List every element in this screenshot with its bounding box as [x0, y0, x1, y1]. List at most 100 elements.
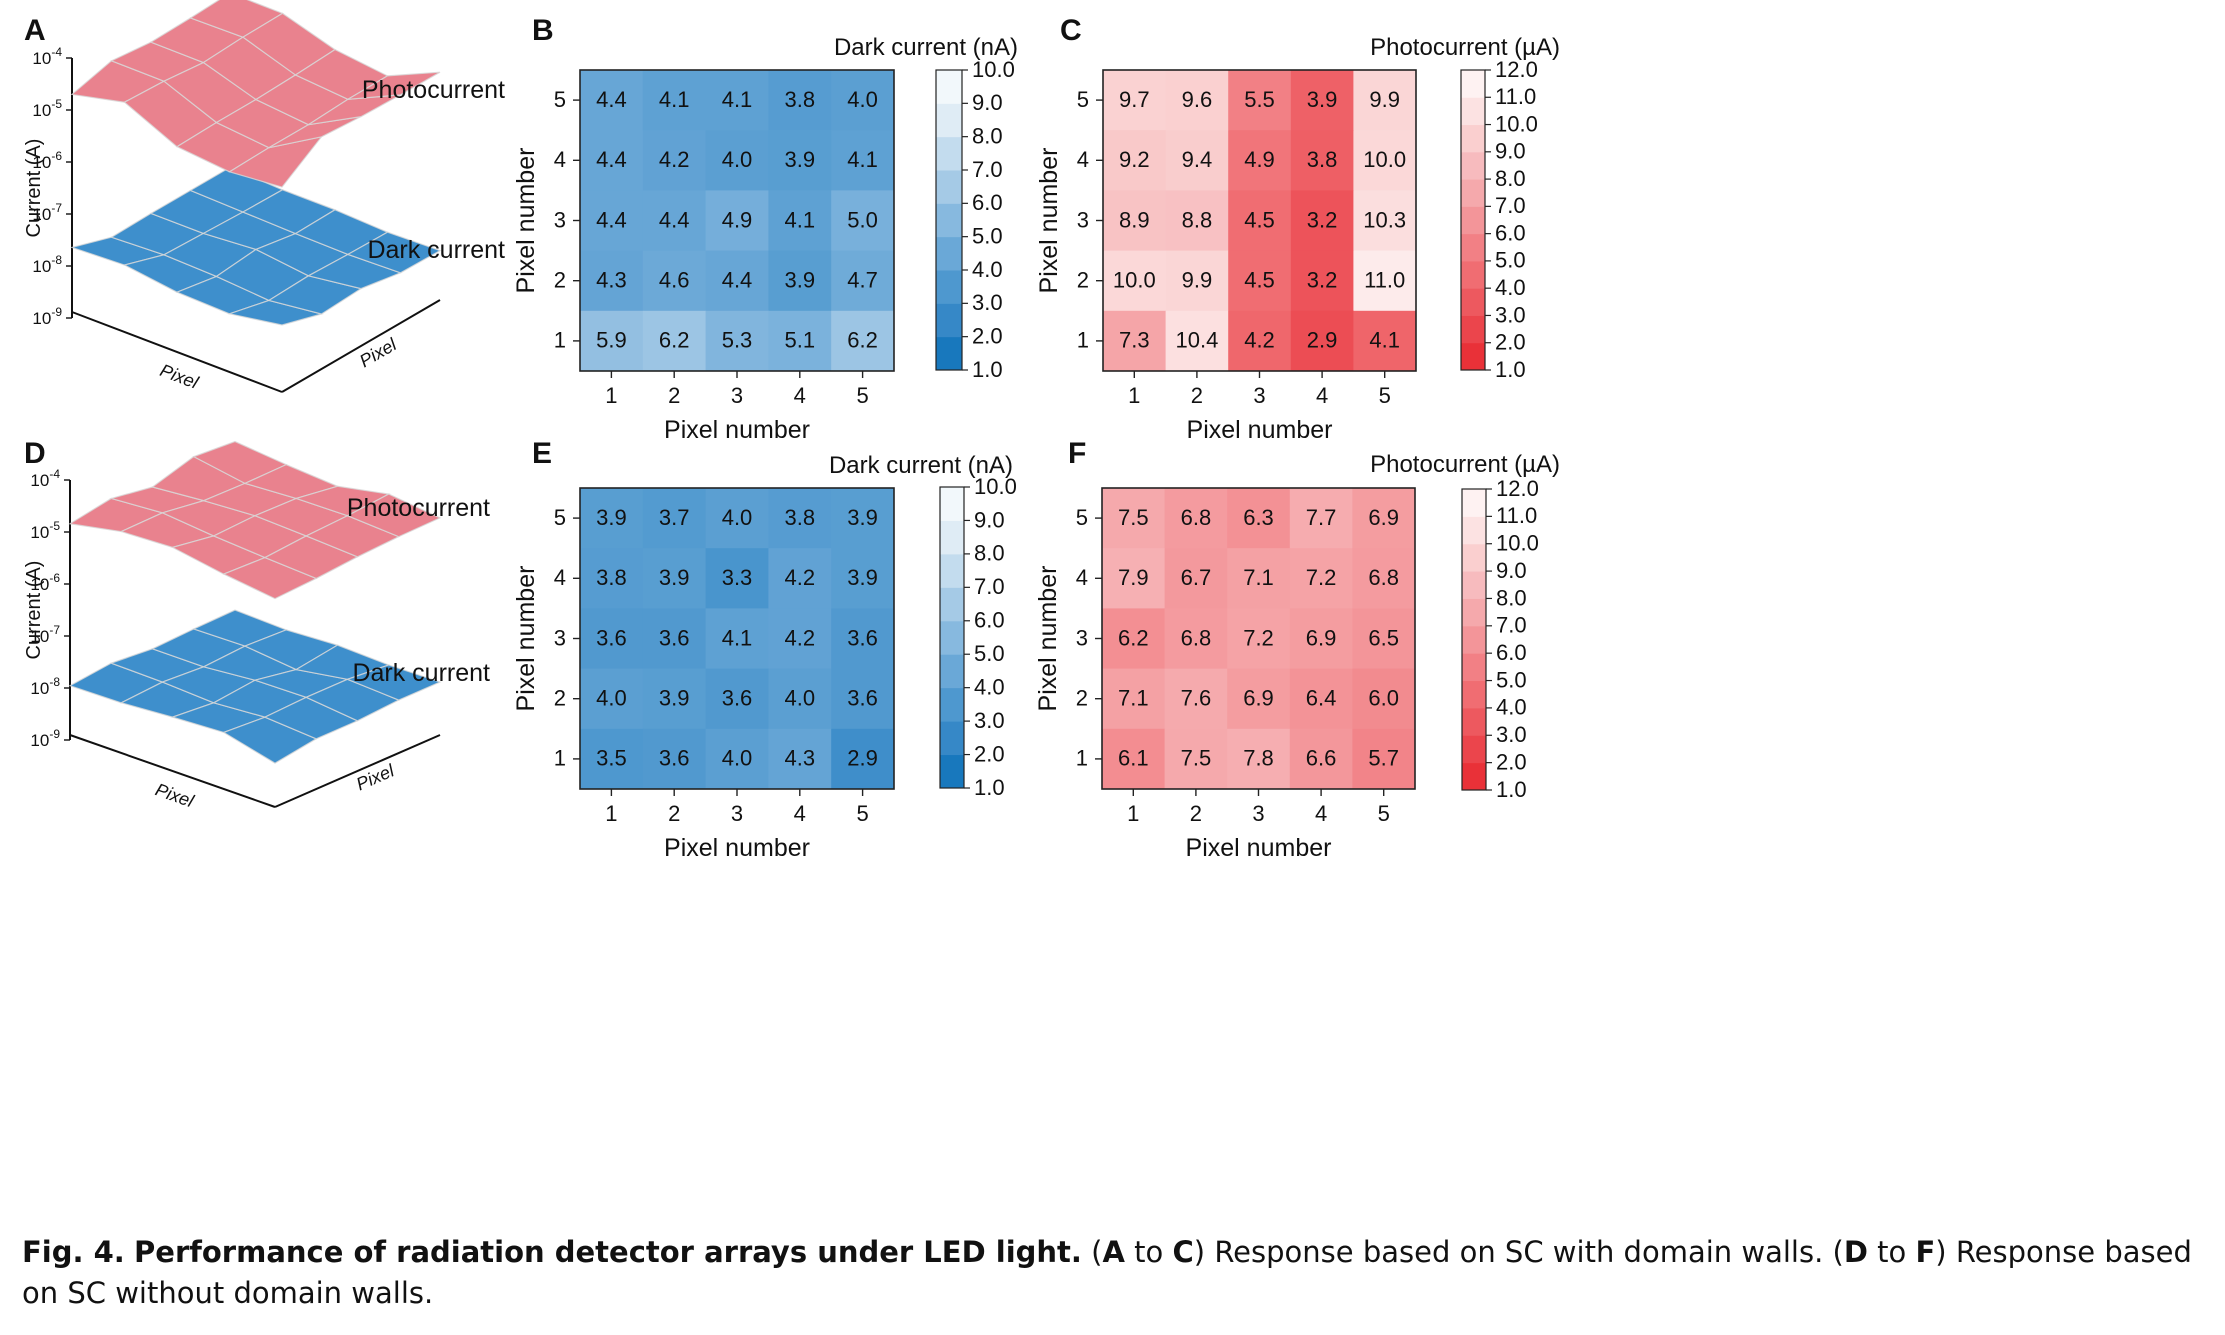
x-tick-label: 5	[1378, 801, 1390, 826]
x-tick-label: 5	[1379, 383, 1391, 408]
heatmap-cell	[831, 70, 895, 131]
heatmap-cell	[1102, 548, 1166, 609]
heatmap-cell	[1353, 310, 1417, 372]
heatmap-cell-label: 6.4	[1306, 686, 1337, 711]
pixel-axis-label: Pixel	[353, 760, 398, 794]
x-tick-label: 2	[1191, 383, 1203, 408]
heatmap-cell-label: 2.9	[847, 746, 878, 771]
colorbar-segment	[940, 553, 964, 588]
heatmap-cell-label: 3.6	[659, 746, 690, 771]
y-tick-label: 4	[1076, 565, 1088, 590]
heatmap-f: F 7.5 6.8 6.3 7.7 6.9 7.9 6.7 7.1 7.2 6.8 6.2 6.8 7.2…	[1034, 437, 1560, 862]
y-tick-label: 4	[1077, 147, 1089, 172]
y-tick-label: 3	[554, 207, 566, 232]
pixel-axis-label: Pixel	[157, 360, 202, 393]
heatmap-cell	[1227, 488, 1291, 549]
heatmap-cell	[831, 668, 895, 730]
heatmap-cell-label: 6.1	[1118, 746, 1149, 771]
heatmap-cell-label: 3.2	[1307, 207, 1338, 232]
colorbar-segment	[1462, 489, 1486, 517]
colorbar-segment	[1461, 70, 1485, 98]
heatmap-cell	[1290, 250, 1354, 312]
colorbar-segment	[1461, 206, 1485, 235]
colorbar-segment	[936, 203, 962, 238]
heatmap-e: E 3.9 3.7 4.0 3.8 3.9 3.8 3.9 3.3 4.2 3.9 3.6 3.6 4.1…	[512, 437, 1017, 862]
heatmap-cell	[1353, 190, 1417, 252]
x-tick-label: 3	[1253, 383, 1265, 408]
heatmap-cell	[1164, 608, 1228, 670]
heatmap-cell-label: 6.2	[847, 328, 878, 353]
colorbar-segment	[1462, 543, 1486, 572]
heatmap-cell	[1102, 488, 1166, 549]
x-tick-label: 1	[605, 383, 617, 408]
heatmap-cell	[1227, 728, 1291, 790]
heatmap-cell-label: 11.0	[1364, 268, 1405, 293]
heatmap-cell-label: 4.4	[596, 147, 627, 172]
heatmap-cell	[1352, 668, 1416, 730]
colorbar-segment	[1461, 124, 1485, 153]
heatmap-cell-label: 6.5	[1368, 625, 1399, 650]
heatmap-cell-label: 4.0	[847, 87, 878, 112]
figure-caption: Fig. 4. Performance of radiation detecto…	[22, 1232, 2202, 1314]
colorbar-segment	[1461, 342, 1485, 371]
heatmap-c: C 9.7 9.6 5.5 3.9 9.9 9.2 9.4 4.9 3.8 10.0 8.9 8.8 4.…	[1035, 14, 1560, 444]
caption-segment: C	[1172, 1235, 1194, 1269]
heatmap-cell	[580, 70, 644, 131]
colorbar-tick-label: 6.0	[1495, 220, 1526, 245]
floor-axis-edge	[274, 734, 441, 808]
x-tick-label: 3	[1252, 801, 1264, 826]
colorbar-title: Photocurrent (µA)	[1370, 451, 1560, 478]
heatmap-cell-label: 7.2	[1243, 625, 1274, 650]
heatmap-b: B 4.4 4.1 4.1 3.8 4.0 4.4 4.2 4.0 3.9 4.1 4.4 4.4 4.9…	[512, 14, 1018, 444]
heatmap-cell-label: 3.9	[1307, 87, 1338, 112]
x-axis-label: Pixel number	[1186, 834, 1332, 862]
y-tick-label: 5	[1076, 505, 1088, 530]
colorbar-tick-label: 9.0	[1495, 139, 1526, 164]
photocurrent-surface	[70, 0, 441, 188]
heatmap-cell-label: 6.7	[1181, 565, 1212, 590]
heatmap-cell	[705, 70, 769, 131]
heatmap-cell-label: 8.9	[1119, 207, 1150, 232]
surface-plot-a: A 10-9 10-8 10-7 10-6 10-5 10-4 Current (A) Pixe…	[23, 0, 505, 393]
x-tick-label: 4	[794, 383, 806, 408]
colorbar-segment	[936, 336, 962, 371]
caption-text: (A to C) Response based on SC with domai…	[22, 1235, 2192, 1310]
heatmap-cell	[580, 190, 644, 252]
dark-current-surface	[69, 166, 442, 326]
heatmap-cell-label: 4.1	[847, 147, 878, 172]
heatmap-cell	[1103, 130, 1167, 191]
colorbar-segment	[1462, 571, 1486, 599]
heatmap-cell	[1289, 728, 1353, 790]
colorbar-tick-label: 6.0	[1496, 640, 1527, 665]
panel-label-e: E	[532, 437, 552, 470]
heatmap-cell	[705, 608, 769, 670]
heatmap-cell	[642, 728, 707, 790]
colorbar-segment	[936, 170, 962, 204]
colorbar-tick-label: 1.0	[972, 357, 1003, 382]
colorbar-segment	[1462, 680, 1486, 709]
colorbar-segment	[940, 654, 964, 689]
heatmap-cell-label: 7.5	[1181, 746, 1212, 771]
heatmap-cell	[831, 310, 895, 372]
heatmap-cell-label: 6.2	[1118, 625, 1149, 650]
y-tick-label: 2	[554, 268, 566, 293]
heatmap-cell-label: 9.9	[1369, 87, 1400, 112]
heatmap-cell	[768, 130, 832, 191]
heatmap-cell-label: 7.5	[1118, 505, 1149, 530]
current-axis-label: Current (A)	[23, 139, 45, 238]
x-tick-label: 2	[668, 801, 680, 826]
y-axis-label: Pixel number	[1035, 148, 1063, 294]
heatmap-cell	[1227, 668, 1291, 730]
heatmap-cell-label: 3.2	[1307, 268, 1338, 293]
heatmap-cell-label: 9.2	[1119, 147, 1150, 172]
colorbar-segment	[1462, 516, 1486, 545]
heatmap-cell-label: 5.1	[785, 328, 816, 353]
x-tick-label: 3	[731, 801, 743, 826]
heatmap-cell-label: 4.4	[659, 207, 690, 232]
current-axis-tick-label: 10-6	[32, 149, 62, 172]
heatmap-cell-label: 4.3	[785, 746, 816, 771]
heatmap-cell	[705, 548, 769, 609]
heatmap-cell	[1353, 70, 1417, 131]
colorbar-title: Dark current (nA)	[834, 34, 1018, 61]
heatmap-cell-label: 3.6	[722, 686, 753, 711]
